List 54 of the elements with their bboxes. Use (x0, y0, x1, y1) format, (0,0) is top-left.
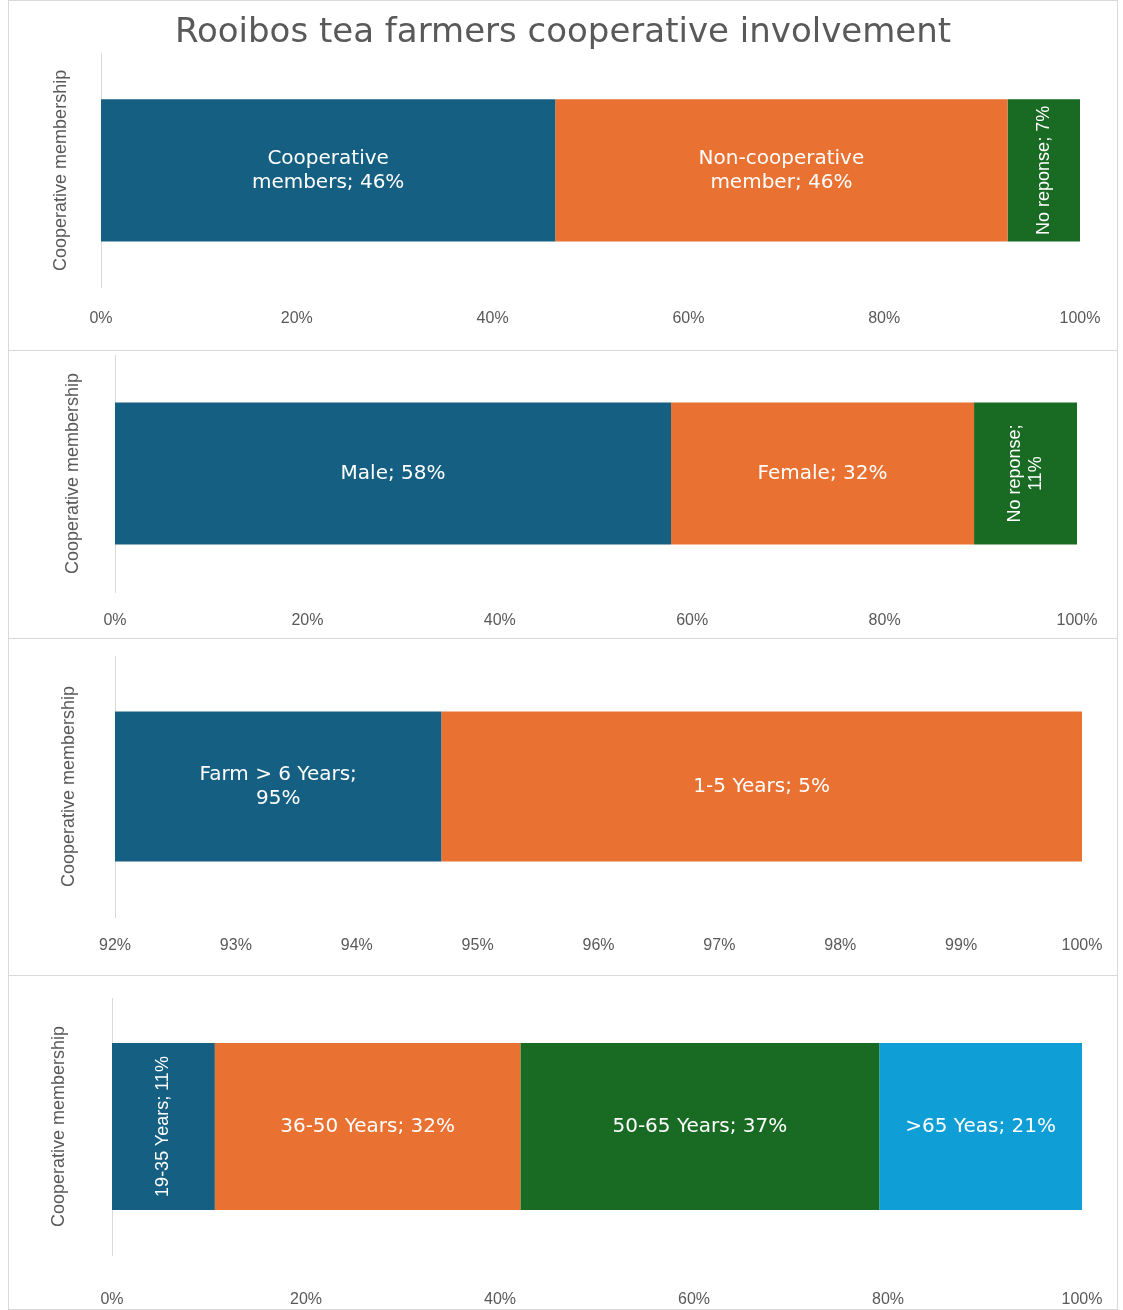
x-tick-label: 20% (289, 1290, 323, 1308)
x-tick-label: 99% (945, 936, 978, 954)
data-label: Non-cooperative member; 46% (698, 144, 865, 193)
x-tick-label: 40% (476, 309, 509, 327)
x-tick-label: 96% (582, 936, 615, 954)
x-tick-label: 40% (483, 1290, 517, 1308)
data-label: 1-5 Years; 5% (693, 772, 830, 797)
data-label: No reponse; 7% (1032, 105, 1053, 235)
data-label: No reponse; 11% (1003, 424, 1046, 523)
data-label: 36-50 Years; 32% (280, 1112, 455, 1137)
x-tick-label: 0% (103, 611, 127, 629)
x-tick-label: 60% (677, 1290, 711, 1308)
x-tick-label: 94% (340, 936, 373, 954)
y-axis-title: Cooperative membership (61, 372, 82, 575)
x-tick-label: 95% (461, 936, 494, 954)
bar (555, 99, 1008, 242)
x-tick-label: 97% (703, 936, 736, 954)
bar (112, 1042, 215, 1211)
x-tick-label: 80% (868, 611, 901, 629)
data-label: Cooperative members; 46% (251, 144, 405, 193)
x-tick-label: 20% (291, 611, 324, 629)
data-label: 50-65 Years; 37% (612, 1112, 788, 1137)
x-tick-label: 98% (824, 936, 857, 954)
x-tick-label: 92% (98, 936, 132, 954)
bar (1007, 99, 1080, 242)
y-axis-title: Cooperative membership (47, 1025, 68, 1228)
x-tick-label: 100% (1061, 1290, 1103, 1308)
bar (671, 402, 975, 545)
data-label: >65 Yeas; 21% (905, 1112, 1056, 1137)
x-tick-label: 80% (868, 309, 901, 327)
x-tick-label: 0% (89, 309, 113, 327)
bar (879, 1042, 1082, 1211)
x-tick-label: 93% (219, 936, 252, 954)
x-tick-label: 0% (100, 1290, 124, 1308)
data-label: 19-35 Years; 11% (152, 1056, 173, 1197)
x-tick-label: 20% (280, 309, 313, 327)
data-label: Male; 58% (340, 459, 446, 484)
bar (115, 402, 672, 545)
x-tick-label: 60% (672, 309, 705, 327)
chart-title: Rooibos tea farmers cooperative involvement (174, 10, 952, 51)
y-axis-title: Cooperative membership (57, 685, 78, 888)
x-tick-label: 100% (1059, 309, 1101, 327)
data-label: Female; 32% (757, 459, 888, 484)
bar (520, 1042, 880, 1211)
x-tick-label: 100% (1056, 611, 1098, 629)
bar (974, 402, 1077, 545)
data-label: Farm > 6 Years; 95% (199, 760, 357, 809)
x-tick-label: 40% (483, 611, 516, 629)
x-tick-label: 60% (676, 611, 709, 629)
x-tick-label: 100% (1061, 936, 1103, 954)
bar (101, 99, 556, 242)
y-axis-title: Cooperative membership (49, 69, 70, 271)
bar (214, 1042, 521, 1211)
x-tick-label: 80% (871, 1290, 905, 1308)
